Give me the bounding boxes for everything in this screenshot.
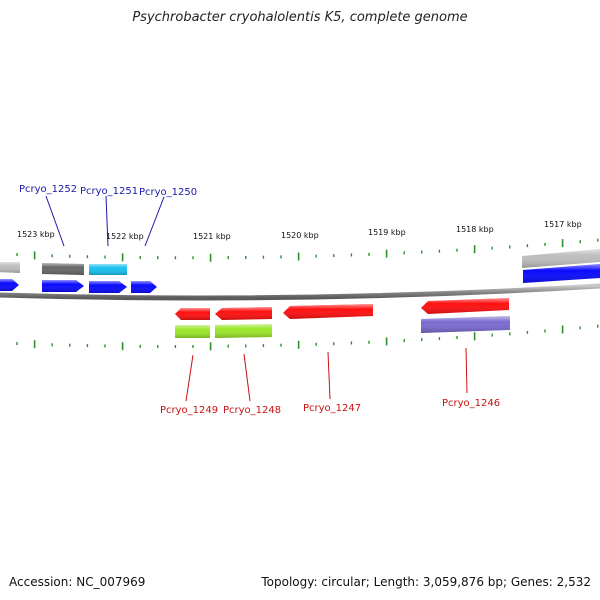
reverse-gene-labels: Pcryo_1249 Pcryo_1248 Pcryo_1247 Pcryo_1…	[160, 347, 500, 416]
gene-label-pcryo-1247[interactable]: Pcryo_1247	[303, 403, 361, 414]
kbp-label-1517: 1517 kbp	[544, 220, 582, 229]
kbp-label-1522: 1522 kbp	[106, 232, 144, 241]
scale-ticks-bottom	[16, 324, 599, 351]
kbp-label-1521: 1521 kbp	[193, 232, 231, 241]
gene-label-pcryo-1249[interactable]: Pcryo_1249	[160, 405, 218, 416]
kbp-label-1519: 1519 kbp	[368, 228, 406, 237]
forward-gene-labels: Pcryo_1252 Pcryo_1251 Pcryo_1250	[19, 184, 197, 247]
reverse-cds-ring	[175, 298, 509, 320]
gene-label-pcryo-1250[interactable]: Pcryo_1250	[139, 187, 197, 198]
gene-label-pcryo-1251[interactable]: Pcryo_1251	[80, 186, 138, 197]
gene-label-pcryo-1248[interactable]: Pcryo_1248	[223, 405, 281, 416]
genome-backbone	[0, 283, 600, 301]
forward-cds-ring	[0, 264, 600, 293]
kbp-label-1518: 1518 kbp	[456, 225, 494, 234]
accession-text: Accession: NC_007969	[9, 575, 146, 589]
genome-summary-text: Topology: circular; Length: 3,059,876 bp…	[261, 575, 591, 589]
scale-ticks-top	[16, 238, 599, 262]
gene-label-pcryo-1252[interactable]: Pcryo_1252	[19, 184, 77, 195]
reverse-gene-ring	[175, 316, 510, 338]
map-title: Psychrobacter cryohalolentis K5, complet…	[132, 10, 468, 25]
kbp-label-1520: 1520 kbp	[281, 231, 319, 240]
gene-label-pcryo-1246[interactable]: Pcryo_1246	[442, 398, 500, 409]
forward-gene-ring	[0, 249, 600, 275]
kbp-label-1523: 1523 kbp	[17, 230, 55, 239]
